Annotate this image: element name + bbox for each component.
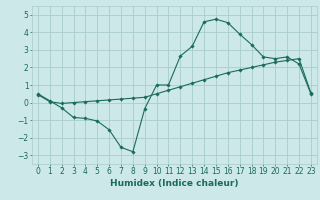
X-axis label: Humidex (Indice chaleur): Humidex (Indice chaleur) bbox=[110, 179, 239, 188]
